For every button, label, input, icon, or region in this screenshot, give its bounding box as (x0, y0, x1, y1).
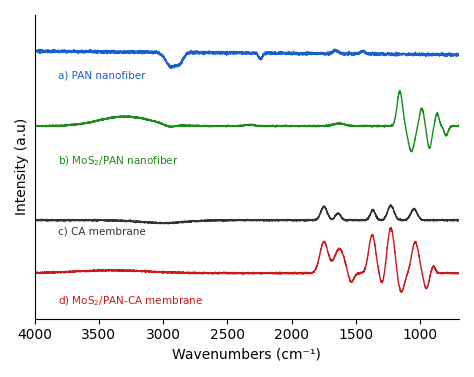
Text: d) MoS$_2$/PAN-CA membrane: d) MoS$_2$/PAN-CA membrane (58, 294, 203, 308)
Text: a) PAN nanofiber: a) PAN nanofiber (58, 70, 145, 80)
Y-axis label: Intensity (a.u): Intensity (a.u) (15, 118, 29, 216)
Text: b) MoS$_2$/PAN nanofiber: b) MoS$_2$/PAN nanofiber (58, 154, 178, 167)
X-axis label: Wavenumbers (cm⁻¹): Wavenumbers (cm⁻¹) (173, 348, 321, 362)
Text: c) CA membrane: c) CA membrane (58, 226, 146, 236)
